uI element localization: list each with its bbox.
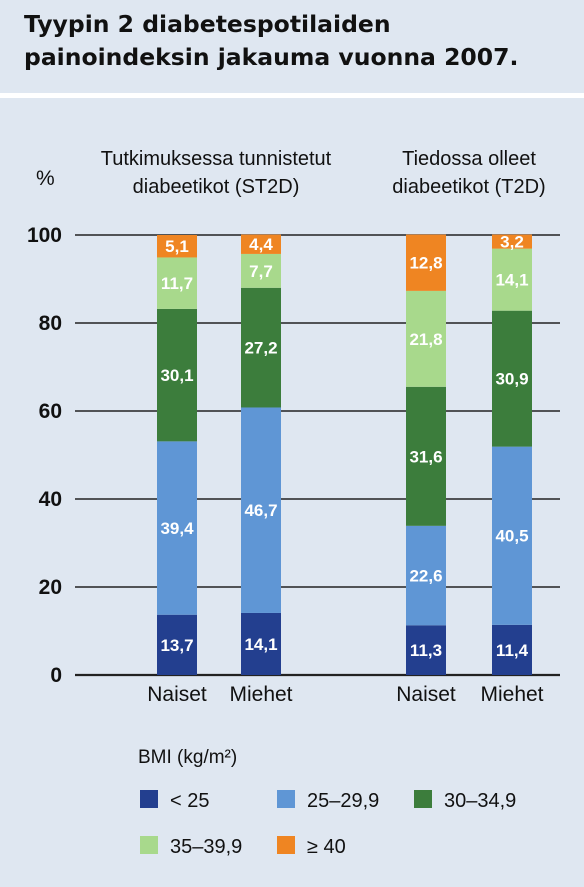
data-label: 12,8 (409, 254, 442, 273)
title-divider (0, 93, 584, 98)
bar-segment (157, 441, 197, 615)
bar-segment (241, 253, 281, 288)
data-label: 7,7 (249, 262, 273, 281)
bar-segment (492, 446, 532, 625)
legend-swatch (277, 836, 295, 854)
bar-segment (406, 386, 446, 526)
x-tick-label: Naiset (147, 683, 207, 706)
bar-segment (241, 287, 281, 408)
data-label: 22,6 (409, 567, 442, 586)
bar-segment (157, 614, 197, 675)
data-label: 4,4 (249, 235, 273, 254)
y-tick-label: 40 (39, 488, 62, 511)
legend-title: BMI (kg/m²) (138, 747, 237, 768)
y-tick-label: 0 (50, 664, 62, 687)
legend-swatch (277, 790, 295, 808)
group-label-line1: Tutkimuksessa tunnistetut (101, 148, 332, 170)
bar-segment (492, 624, 532, 675)
data-label: 21,8 (409, 330, 442, 349)
bar-segment (241, 407, 281, 613)
legend-swatch (414, 790, 432, 808)
bar-segment (241, 234, 281, 254)
bar-segment (241, 612, 281, 675)
y-unit-label: % (36, 167, 55, 190)
bar-segment (406, 525, 446, 626)
data-label: 39,4 (160, 519, 194, 538)
bar-segment (492, 248, 532, 311)
x-tick-label: Naiset (396, 683, 456, 706)
data-label: 46,7 (244, 501, 277, 520)
bar-segment (406, 625, 446, 675)
y-tick-label: 100 (27, 224, 62, 247)
legend-label: 35–39,9 (170, 836, 242, 858)
legend-label: 25–29,9 (307, 790, 379, 812)
x-tick-label: Miehet (229, 683, 292, 706)
y-tick-label: 20 (39, 576, 62, 599)
bar-segment (492, 310, 532, 447)
y-tick-label: 60 (39, 400, 62, 423)
group-label-line1: Tiedossa olleet (402, 148, 536, 170)
data-label: 13,7 (160, 636, 193, 655)
group-label-line2: diabeetikot (T2D) (392, 176, 545, 198)
data-label: 27,2 (244, 339, 277, 358)
legend-swatch (140, 836, 158, 854)
bar-segment (406, 234, 446, 291)
chart-title: Tyypin 2 diabetespotilaiden painoindeksi… (24, 10, 519, 71)
data-label: 3,2 (500, 233, 524, 252)
bar-segment (406, 290, 446, 387)
legend-label: ≥ 40 (307, 836, 346, 858)
group-label-line2: diabeetikot (ST2D) (133, 176, 300, 198)
legend-swatch (140, 790, 158, 808)
data-label: 30,1 (160, 366, 193, 385)
y-tick-label: 80 (39, 312, 62, 335)
data-label: 31,6 (409, 447, 442, 466)
data-label: 14,1 (495, 271, 528, 290)
data-label: 11,7 (161, 274, 193, 293)
data-label: 14,1 (244, 635, 277, 654)
data-label: 30,9 (495, 370, 528, 389)
bar-segment (492, 234, 532, 249)
data-label: 11,3 (410, 641, 442, 660)
legend-label: 30–34,9 (444, 790, 516, 812)
bar-segment (157, 257, 197, 309)
data-label: 40,5 (495, 527, 528, 546)
data-label: 5,1 (165, 237, 189, 256)
data-label: 11,4 (496, 641, 529, 660)
bar-segment (157, 235, 197, 258)
x-tick-label: Miehet (480, 683, 543, 706)
bar-segment (157, 308, 197, 442)
legend-label: < 25 (170, 790, 209, 812)
